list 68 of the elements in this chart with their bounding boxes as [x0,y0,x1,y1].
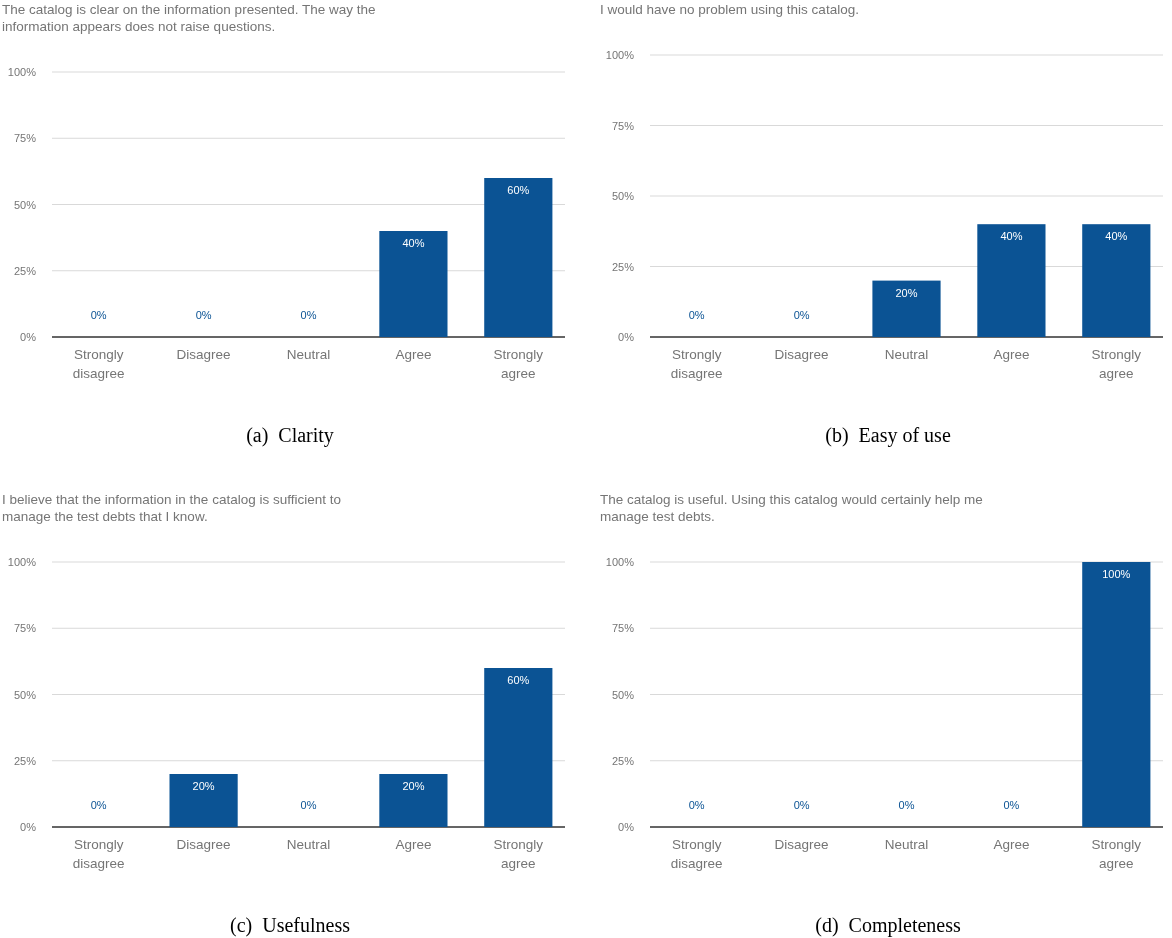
y-tick-label: 100% [7,556,37,568]
x-tick-label: Agree [395,837,432,852]
x-tick-label: Agree [395,347,432,362]
chart-title: The catalog is useful. Using this catalog would certainly help me manage test debts. [600,492,983,524]
y-tick-label: 0% [618,821,635,833]
y-tick-label: 25% [13,754,37,767]
data-label: 0% [1003,799,1020,811]
chart-title: The catalog is clear on the information presented. The way the information appears does not raise questions. [2,2,376,34]
x-tick-label: Disagree [176,347,231,362]
x-tick-label: Neutral [286,347,331,362]
chart-title: I would have no problem using this catalog. [600,2,859,17]
x-tick-label: Neutral [884,837,929,852]
data-label: 40% [1000,230,1023,243]
text: (a) Clarity [246,424,334,447]
x-tick-label: Strongly disagree [670,837,723,871]
data-label: 60% [507,184,530,196]
x-tick-label: Neutral [884,347,929,362]
x-tick-label: Agree [993,837,1030,852]
x-tick-label: Neutral [286,837,331,852]
x-tick-label: Strongly disagree [72,837,125,871]
data-label: 0% [90,309,107,321]
x-tick-label: Disagree [774,837,829,852]
data-label: 100% [1102,568,1131,580]
data-label: 40% [1105,230,1128,243]
data-label: 40% [402,237,425,249]
data-label: 0% [195,309,212,321]
y-tick-label: 100% [605,556,635,568]
x-tick-label: Strongly agree [1091,347,1142,381]
y-tick-label: 75% [13,622,37,635]
data-label: 0% [898,799,915,811]
data-label: 20% [895,286,918,299]
data-label: 0% [688,309,705,321]
y-tick-label: 50% [13,688,37,701]
y-tick-label: 100% [605,49,635,61]
x-tick-label: Strongly agree [1091,837,1142,871]
chart-title: I believe that the information in the catalog is sufficient to manage the test debts that I know. [2,492,341,524]
text: (c) Usefulness [230,914,351,937]
y-tick-label: 0% [20,821,37,833]
x-tick-label: Strongly disagree [72,347,125,381]
data-label: 0% [90,799,107,811]
data-label: 20% [192,780,215,792]
data-label: 0% [300,799,317,811]
y-tick-label: 0% [618,331,635,343]
text: (d) Completeness [815,914,961,937]
x-tick-label: Disagree [176,837,231,852]
data-label: 0% [300,309,317,321]
y-tick-label: 75% [611,622,635,635]
data-label: 0% [688,799,705,811]
x-tick-label: Strongly agree [493,347,544,381]
text: (b) Easy of use [825,424,951,447]
y-tick-label: 25% [611,260,635,273]
y-tick-label: 75% [13,132,37,145]
x-tick-label: Disagree [774,347,829,362]
y-tick-label: 50% [611,688,635,701]
y-tick-label: 100% [7,66,37,78]
y-tick-label: 50% [13,198,37,211]
data-label: 0% [793,309,810,321]
x-tick-label: Strongly agree [493,837,544,871]
y-tick-label: 25% [611,754,635,767]
y-tick-label: 0% [20,331,37,343]
data-label: 20% [402,780,425,792]
data-label: 0% [793,799,810,811]
data-label: 60% [507,674,530,686]
y-tick-label: 50% [611,190,635,202]
y-tick-label: 75% [611,119,635,132]
x-tick-label: Agree [993,347,1030,362]
x-tick-label: Strongly disagree [670,347,723,381]
y-tick-label: 25% [13,264,37,277]
